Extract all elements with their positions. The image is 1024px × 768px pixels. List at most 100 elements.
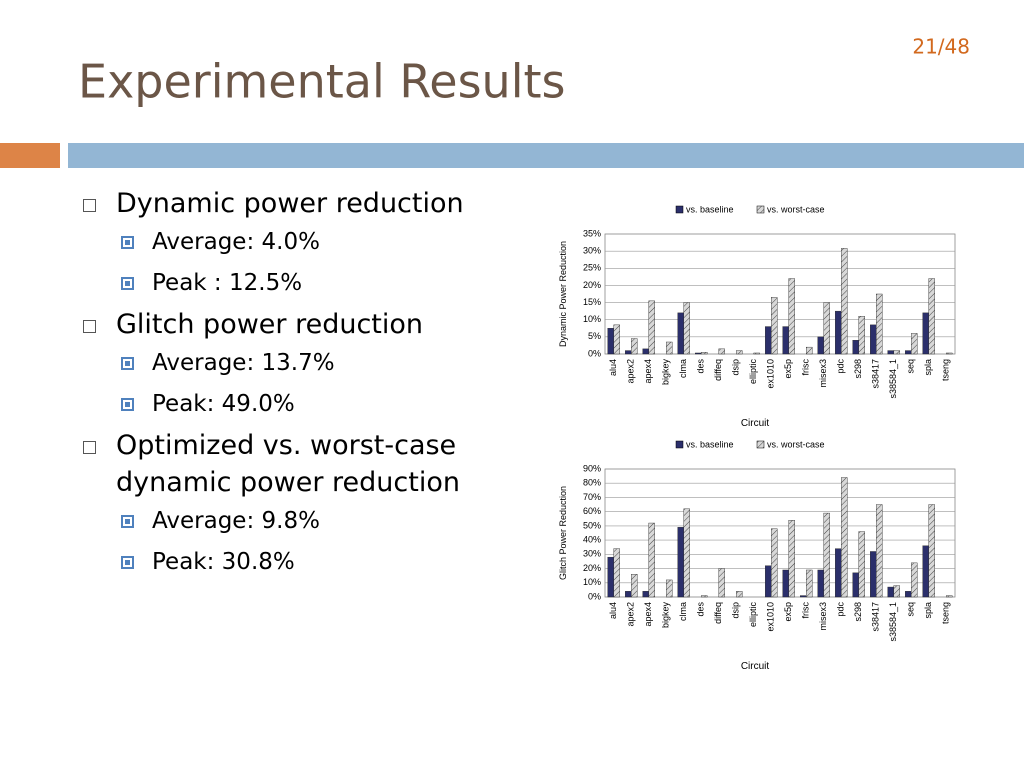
y-tick-label: 0% — [588, 348, 601, 358]
x-tick-label: ex1010 — [766, 359, 776, 389]
bar — [631, 338, 638, 355]
bullet: Glitch power reduction — [80, 306, 470, 343]
bar — [625, 591, 632, 598]
x-tick-label: alu4 — [608, 602, 618, 619]
bar — [648, 522, 655, 598]
plot-frame — [604, 233, 956, 355]
bar — [946, 595, 953, 598]
legend-label: vs. baseline — [686, 439, 734, 449]
legend-swatch — [675, 205, 684, 214]
x-tick-label: ex1010 — [766, 602, 776, 632]
bar — [870, 324, 877, 355]
bar — [887, 350, 894, 355]
bar — [677, 312, 684, 355]
y-tick-label: 50% — [583, 520, 601, 530]
x-tick-label: misex3 — [818, 359, 828, 388]
x-tick-label: s38584_1 — [888, 602, 898, 642]
x-tick-label: s38417 — [871, 602, 881, 632]
bar — [718, 568, 725, 598]
x-tick-label: apex4 — [643, 602, 653, 627]
bar — [642, 591, 649, 598]
x-tick-label: clma — [678, 602, 688, 621]
bar — [788, 278, 795, 355]
bar — [736, 350, 743, 355]
bar — [852, 340, 859, 355]
x-tick-label: dsip — [731, 359, 741, 376]
bar — [835, 310, 842, 355]
bar — [823, 302, 830, 355]
legend-label: vs. worst-case — [767, 204, 825, 214]
x-tick-label: s298 — [853, 602, 863, 622]
x-tick-label: bigkey — [661, 359, 671, 386]
y-tick-label: 35% — [583, 228, 601, 238]
bar — [677, 527, 684, 598]
x-tick-label: ex5p — [783, 359, 793, 379]
y-tick-label: 30% — [583, 246, 601, 256]
x-tick-label: apex2 — [626, 359, 636, 384]
bar — [922, 312, 929, 355]
bar — [607, 328, 614, 355]
bar — [841, 477, 848, 598]
bar — [613, 324, 620, 355]
bar — [765, 326, 772, 355]
y-tick-label: 0% — [588, 591, 601, 601]
legend-swatch — [675, 440, 684, 449]
y-axis-label: Dynamic Power Reduction — [558, 241, 568, 347]
bar — [817, 336, 824, 355]
bar — [736, 591, 743, 598]
bullet: Optimized vs. worst-case dynamic power r… — [80, 427, 470, 501]
bar — [835, 548, 842, 598]
x-tick-label: s38417 — [871, 359, 881, 389]
bar — [905, 591, 912, 598]
bar — [753, 352, 760, 355]
sub-bullet: Average: 4.0% — [116, 222, 470, 263]
sub-bullet: Average: 9.8% — [116, 501, 470, 542]
slide-title: Experimental Results — [78, 55, 565, 109]
bar — [788, 520, 795, 598]
bar — [946, 352, 953, 355]
plot-frame — [604, 468, 956, 598]
x-tick-label: seq — [906, 359, 916, 374]
x-tick-label: misex3 — [818, 602, 828, 631]
y-tick-label: 40% — [583, 534, 601, 544]
bar — [870, 551, 877, 598]
legend-swatch — [756, 205, 765, 214]
x-tick-label: ex5p — [783, 602, 793, 622]
bar — [858, 531, 865, 598]
x-tick-label: spla — [923, 359, 933, 376]
x-tick-label: elliptic — [748, 359, 758, 385]
bar — [642, 348, 649, 355]
bar — [701, 352, 708, 355]
bullet: Dynamic power reduction — [80, 185, 470, 222]
bar — [625, 350, 632, 355]
bar — [666, 579, 673, 598]
header-bar — [68, 143, 1024, 168]
x-tick-label: alu4 — [608, 359, 618, 376]
y-tick-label: 70% — [583, 492, 601, 502]
x-tick-label: elliptic — [748, 602, 758, 628]
legend-label: vs. worst-case — [767, 439, 825, 449]
bar — [631, 574, 638, 598]
y-tick-label: 25% — [583, 263, 601, 273]
bullet-list: Dynamic power reduction Average: 4.0% Peak… — [80, 183, 470, 583]
bar — [887, 586, 894, 598]
bar — [607, 556, 614, 598]
bar — [893, 585, 900, 598]
y-tick-label: 80% — [583, 478, 601, 488]
x-tick-label: bigkey — [661, 602, 671, 629]
x-tick-label: tseng — [941, 359, 951, 381]
y-axis-label: Glitch Power Reduction — [558, 486, 568, 580]
x-tick-label: pdc — [836, 359, 846, 374]
x-tick-label: s38584_1 — [888, 359, 898, 399]
y-tick-label: 15% — [583, 297, 601, 307]
y-tick-label: 90% — [583, 463, 601, 473]
x-tick-label: frisc — [801, 602, 811, 619]
accent-bar — [0, 143, 60, 168]
x-tick-label: s298 — [853, 359, 863, 379]
x-tick-label: apex2 — [626, 602, 636, 627]
x-tick-label: seq — [906, 602, 916, 617]
x-axis-label: Circuit — [741, 661, 770, 672]
legend-swatch — [756, 440, 765, 449]
bar — [858, 316, 865, 355]
x-tick-label: des — [696, 359, 706, 374]
